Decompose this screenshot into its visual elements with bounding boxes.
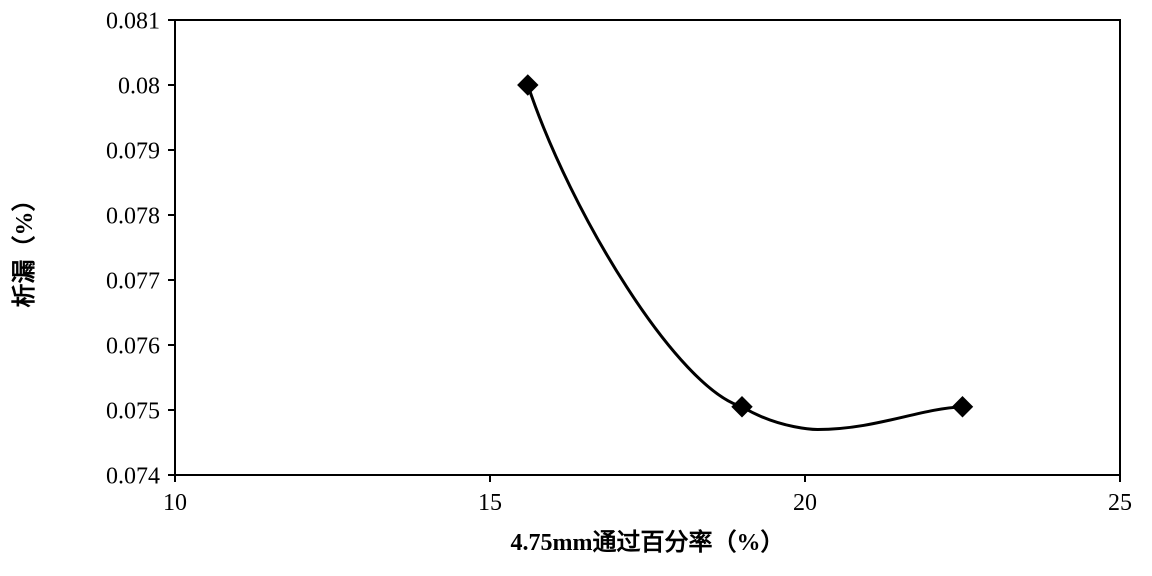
y-tick-label: 0.081: [106, 8, 160, 34]
y-tick-label: 0.076: [106, 333, 160, 359]
y-tick-label: 0.074: [106, 463, 160, 489]
data-marker-diamond: [732, 397, 752, 417]
x-tick-label: 20: [793, 490, 817, 516]
y-axis-label: 析漏（%）: [11, 188, 38, 308]
x-tick-label: 15: [478, 490, 502, 516]
chart-container: 10 15 20 25 0.074 0.075 0.076 0.077 0.078 0.079 0.…: [0, 0, 1152, 576]
y-tick-label: 0.077: [106, 268, 160, 294]
x-axis-label: 4.75mm通过百分率（%）: [511, 528, 785, 556]
y-tick-label: 0.078: [106, 203, 160, 229]
x-tick-label: 10: [163, 490, 187, 516]
y-tick-label: 0.079: [106, 138, 160, 164]
data-marker-diamond: [518, 75, 538, 95]
series-line: [528, 85, 963, 430]
y-tick-label: 0.08: [118, 73, 160, 99]
chart-svg: 10 15 20 25 0.074 0.075 0.076 0.077 0.078 0.079 0.…: [0, 0, 1152, 576]
data-marker-diamond: [953, 397, 973, 417]
plot-border: [175, 20, 1120, 475]
x-tick-label: 25: [1108, 490, 1132, 516]
y-tick-label: 0.075: [106, 398, 160, 424]
